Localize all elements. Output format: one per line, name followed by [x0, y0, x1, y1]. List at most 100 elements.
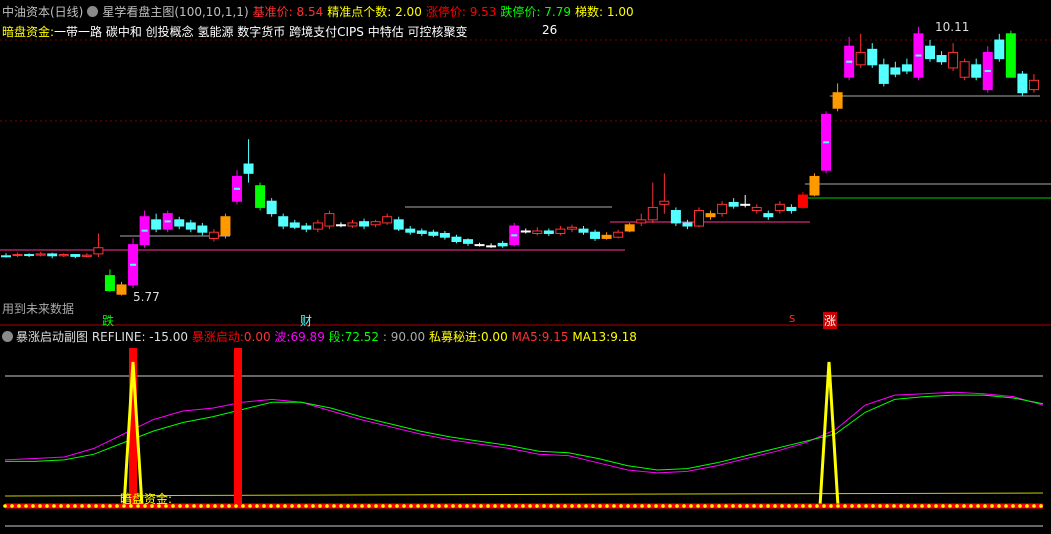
base-dot [52, 504, 56, 508]
base-dot [773, 504, 777, 508]
candle-body [416, 230, 427, 234]
candle-body [312, 222, 323, 230]
candle-body [520, 230, 531, 233]
base-dot [640, 504, 644, 508]
candle-body [1028, 79, 1039, 91]
candle-body [289, 222, 300, 228]
base-dot [3, 504, 7, 508]
start-bar [234, 348, 242, 506]
base-price: 基准价: 8.54 [252, 5, 324, 19]
candle-body [740, 203, 751, 206]
base-dot [395, 504, 399, 508]
candle-body [243, 163, 254, 174]
base-dot [423, 504, 427, 508]
base-dot [80, 504, 84, 508]
candle-body [717, 203, 728, 215]
base-dot [367, 504, 371, 508]
base-dot [66, 504, 70, 508]
sub-title[interactable]: 暴涨启动副图 [16, 330, 89, 344]
candle-body [774, 203, 785, 212]
candle-body [35, 253, 46, 256]
candle-body [901, 64, 912, 72]
candle-body [682, 222, 693, 227]
base-dot [220, 504, 224, 508]
base-dot [360, 504, 364, 508]
base-dot [787, 504, 791, 508]
base-dot [185, 504, 189, 508]
mark-s: S [789, 314, 796, 325]
limit-up: 涨停价: 9.53 [425, 5, 497, 19]
wave-line [4, 391, 1044, 474]
candle-body [116, 284, 127, 295]
candle-body [867, 48, 878, 66]
base-dot [647, 504, 651, 508]
segment-line [5, 394, 1044, 471]
base-dot [892, 504, 896, 508]
candle-body [12, 254, 23, 257]
base-dot [17, 504, 21, 508]
base-dot [87, 504, 91, 508]
candle-body [428, 231, 439, 236]
dropdown-circle-icon[interactable] [2, 331, 13, 342]
candle-body [393, 219, 404, 230]
base-dot [136, 504, 140, 508]
future-data-note: 用到未来数据 [2, 302, 75, 316]
candle-body [474, 244, 485, 247]
candle-body [58, 254, 69, 257]
base-dot [962, 504, 966, 508]
candle-body [208, 231, 219, 239]
base-dot [402, 504, 406, 508]
indicator-name[interactable]: 星学看盘主图(100,10,1,1) [102, 5, 249, 19]
base-dot [1011, 504, 1015, 508]
base-dot [108, 504, 112, 508]
base-dot [311, 504, 315, 508]
base-dot [626, 504, 630, 508]
base-dot [745, 504, 749, 508]
base-dot [997, 504, 1001, 508]
base-dot [472, 504, 476, 508]
base-dot [493, 504, 497, 508]
base-dot [689, 504, 693, 508]
candle-body [751, 206, 762, 212]
base-dot [430, 504, 434, 508]
base-dot [24, 504, 28, 508]
base-dot [199, 504, 203, 508]
fund-line [4, 492, 1044, 497]
candle-body [1, 255, 11, 258]
mark-fall: 跌 [102, 314, 115, 328]
base-dot [297, 504, 301, 508]
base-dot [1018, 504, 1022, 508]
base-dot [570, 504, 574, 508]
base-dot [374, 504, 378, 508]
base-dot [710, 504, 714, 508]
base-dot [248, 504, 252, 508]
concept-label: 暗盘资金: [2, 25, 55, 39]
base-dot [941, 504, 945, 508]
base-dot [612, 504, 616, 508]
candle-body [47, 253, 58, 257]
candle-body [347, 222, 358, 227]
base-dot [563, 504, 567, 508]
ma13-label: MA13: [572, 330, 611, 344]
mark-rise: 涨 [823, 312, 838, 329]
base-dot [927, 504, 931, 508]
base-dot [94, 504, 98, 508]
candle-body [451, 236, 462, 243]
base-dot [465, 504, 469, 508]
candle-body [786, 206, 797, 212]
base-dot [682, 504, 686, 508]
candle-body [624, 224, 635, 232]
base-dot [234, 504, 238, 508]
candle-body [335, 224, 346, 227]
base-dot [990, 504, 994, 508]
base-dot [318, 504, 322, 508]
steps: 梯数: 1.00 [575, 5, 634, 19]
base-dot [10, 504, 14, 508]
high-label: 10.11 [935, 20, 970, 34]
candle-body [566, 226, 577, 230]
dropdown-circle-icon[interactable] [87, 6, 99, 17]
candle-body [659, 200, 670, 205]
candle-body [855, 51, 866, 66]
candle-body [601, 234, 612, 239]
base-dot [864, 504, 868, 508]
